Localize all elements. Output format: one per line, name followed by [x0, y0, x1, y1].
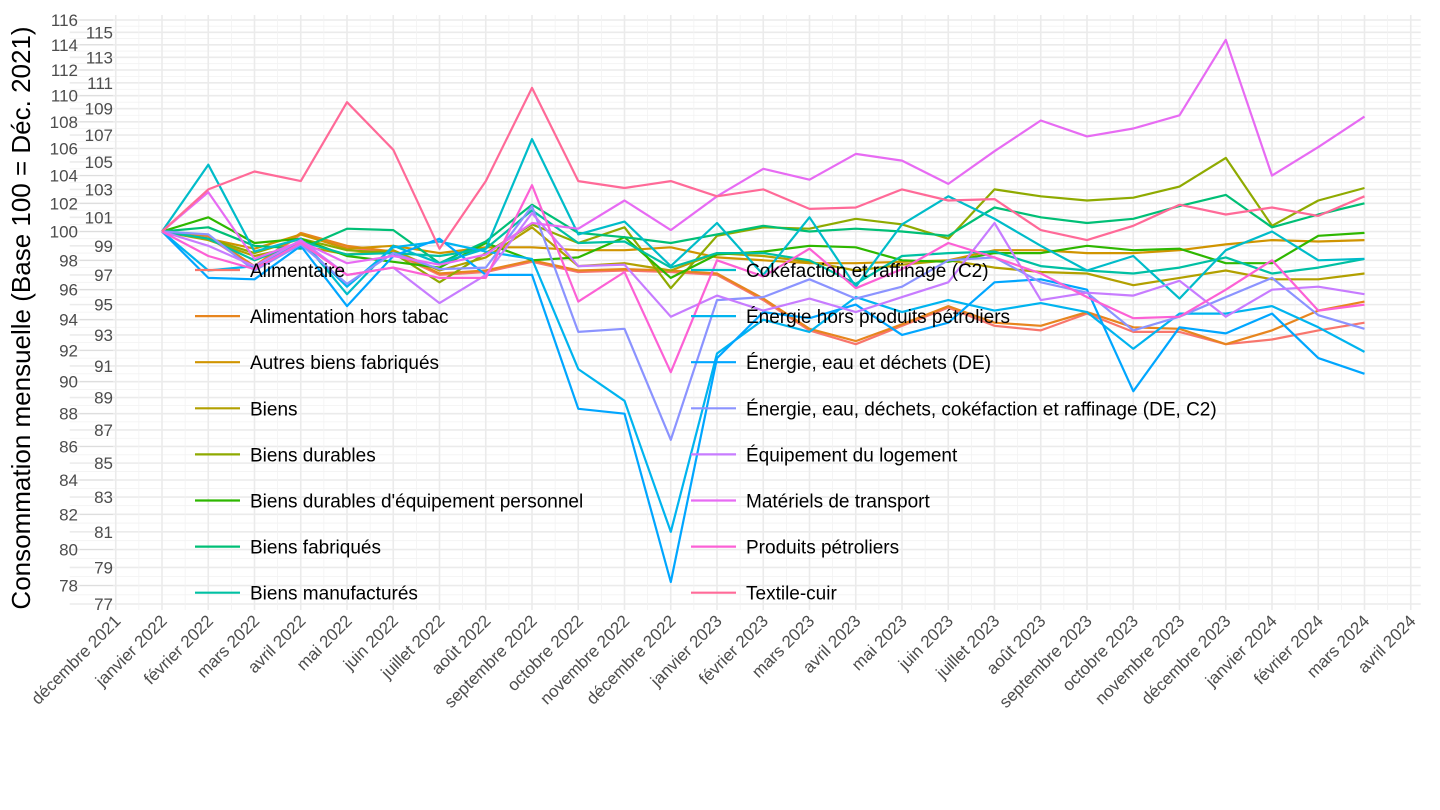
- legend-label: Énergie, eau, déchets, cokéfaction et ra…: [746, 399, 1217, 420]
- y-tick-label: 83: [94, 488, 113, 507]
- y-axis-tick-labels: 77 78 79 80 81 82 83 84 85 86 87 88 89 90 91 92 93 94 95 96…: [50, 11, 113, 614]
- series-line-16: [161, 86, 1365, 250]
- series-line-14: [161, 38, 1366, 266]
- y-tick-label: 96: [59, 281, 78, 300]
- legend-item: Biens durables: [195, 445, 376, 466]
- legend-item: Autres biens fabriqués: [195, 353, 439, 374]
- legend-label: Matériels de transport: [746, 492, 930, 513]
- y-tick-label: 113: [86, 48, 113, 67]
- y-tick-label: 79: [94, 558, 113, 577]
- y-tick-label: 91: [94, 357, 113, 376]
- legend-item: Énergie hors produits pétroliers: [691, 307, 1010, 328]
- y-tick-label: 88: [59, 405, 78, 424]
- y-tick-label: 115: [86, 23, 113, 42]
- y-tick-label: 100: [50, 223, 78, 242]
- legend-item: Alimentaire: [195, 261, 345, 282]
- legend-label: Énergie, eau et déchets (DE): [746, 353, 991, 374]
- legend-item: Cokéfaction et raffinage (C2): [691, 261, 989, 282]
- series-line-15: [161, 184, 1365, 374]
- legend-label: Produits pétroliers: [746, 538, 899, 559]
- legend-item: Biens fabriqués: [195, 538, 381, 559]
- y-tick-label: 104: [50, 167, 78, 186]
- y-tick-label: 90: [59, 373, 78, 392]
- legend-label: Biens manufacturés: [250, 584, 418, 605]
- legend-label: Biens durables: [250, 445, 376, 466]
- legend-item: Alimentation hors tabac: [195, 307, 449, 328]
- y-tick-label: 84: [59, 471, 78, 490]
- series-lines: [161, 38, 1366, 584]
- legend-label: Textile-cuir: [746, 584, 837, 605]
- y-tick-label: 111: [87, 74, 113, 93]
- series-line-8: [161, 209, 1365, 285]
- legend-label: Cokéfaction et raffinage (C2): [746, 261, 989, 282]
- y-tick-label: 112: [51, 61, 78, 80]
- y-tick-label: 89: [94, 389, 113, 408]
- legend-item: Biens manufacturés: [195, 584, 418, 605]
- y-tick-label: 86: [59, 437, 78, 456]
- y-tick-label: 82: [59, 505, 78, 524]
- legend-item: Énergie, eau et déchets (DE): [691, 353, 991, 374]
- y-tick-label: 109: [85, 100, 113, 119]
- series-line-3: [161, 230, 1365, 265]
- y-tick-label: 93: [94, 326, 113, 345]
- series-line-9: [161, 138, 1365, 300]
- legend-item: Produits pétroliers: [691, 538, 899, 559]
- legend-label: Équipement du logement: [746, 445, 958, 466]
- y-tick-label: 108: [50, 113, 78, 132]
- y-axis-title: Consommation mensuelle (Base 100 = Déc. …: [6, 26, 36, 609]
- y-tick-label: 85: [94, 454, 113, 473]
- legend-item: Énergie, eau, déchets, cokéfaction et ra…: [691, 399, 1217, 420]
- y-tick-label: 94: [59, 311, 78, 330]
- legend-label: Autres biens fabriqués: [250, 353, 439, 374]
- y-tick-label: 106: [50, 139, 78, 158]
- y-tick-label: 116: [51, 11, 78, 30]
- series-line-1: [161, 230, 1365, 346]
- y-tick-label: 101: [85, 208, 113, 227]
- y-tick-label: 98: [59, 251, 78, 270]
- y-tick-label: 103: [85, 180, 113, 199]
- y-tick-label: 97: [94, 266, 113, 285]
- y-tick-label: 107: [85, 126, 113, 145]
- grid: [69, 15, 1421, 610]
- legend-label: Biens: [250, 399, 298, 420]
- y-tick-label: 87: [94, 421, 113, 440]
- series-line-6: [161, 216, 1365, 279]
- y-tick-label: 92: [59, 341, 78, 360]
- y-tick-label: 78: [59, 577, 78, 596]
- y-tick-label: 114: [51, 36, 78, 55]
- y-tick-label: 80: [59, 541, 78, 560]
- legend-label: Énergie hors produits pétroliers: [746, 307, 1010, 328]
- y-tick-label: 99: [94, 237, 113, 256]
- y-tick-label: 105: [85, 153, 113, 172]
- legend-item: Textile-cuir: [691, 584, 837, 605]
- y-tick-label: 110: [51, 87, 78, 106]
- legend-label: Biens fabriqués: [250, 538, 381, 559]
- series-line-11: [161, 230, 1365, 584]
- legend-label: Biens durables d'équipement personnel: [250, 492, 583, 513]
- legend-item: Équipement du logement: [691, 445, 958, 466]
- y-tick-label: 81: [94, 523, 113, 542]
- y-tick-label: 77: [94, 595, 113, 614]
- y-tick-label: 95: [94, 296, 113, 315]
- y-tick-label: 102: [50, 194, 78, 213]
- legend-item: Biens: [195, 399, 298, 420]
- series-line-7: [161, 193, 1365, 265]
- legend-item: Matériels de transport: [691, 492, 930, 513]
- legend: Alimentaire Alimentation hors tabac Autres…: [195, 261, 1217, 605]
- series-line-5: [161, 156, 1365, 290]
- legend-label: Alimentation hors tabac: [250, 307, 449, 328]
- legend-label: Alimentaire: [250, 261, 345, 282]
- legend-item: Biens durables d'équipement personnel: [195, 492, 583, 513]
